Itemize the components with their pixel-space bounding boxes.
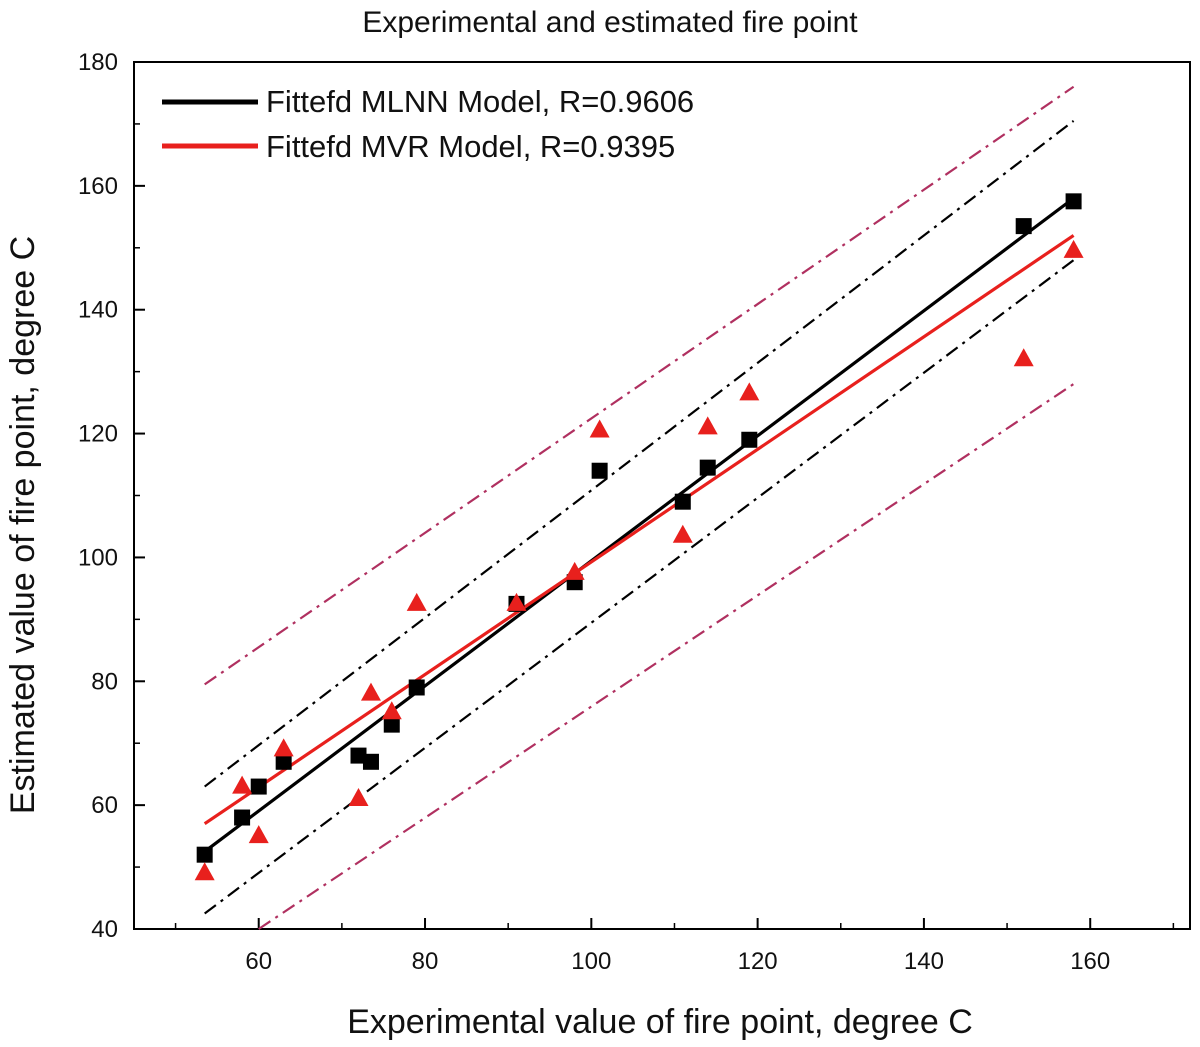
y-tick-label: 60 <box>91 792 118 819</box>
y-tick-label: 140 <box>78 297 118 324</box>
square-point <box>699 459 716 476</box>
bound-line-1 <box>204 259 1075 915</box>
square-point <box>250 778 267 795</box>
legend-label-mlnn: Fittefd MLNN Model, R=0.9606 <box>266 84 694 119</box>
x-tick-label: 160 <box>1070 948 1110 975</box>
triangle-point <box>248 825 269 844</box>
legend: Fittefd MLNN Model, R=0.9606 Fittefd MVR… <box>162 84 694 164</box>
triangle-point <box>1013 348 1034 367</box>
x-tick-label: 120 <box>738 948 778 975</box>
square-point <box>350 747 367 764</box>
confidence-bound-lines <box>204 85 1075 930</box>
triangle-point <box>360 682 381 701</box>
chart-title: Experimental and estimated fire point <box>362 6 858 39</box>
plot-frame <box>133 61 1191 930</box>
y-tick-label: 40 <box>91 916 118 943</box>
y-tick-label: 100 <box>78 544 118 571</box>
triangle-point <box>406 592 427 611</box>
legend-label-mvr: Fittefd MVR Model, R=0.9395 <box>266 129 675 164</box>
y-tick-label: 120 <box>78 421 118 448</box>
square-point <box>741 431 758 448</box>
triangle-point <box>589 419 610 438</box>
triangle-point <box>739 382 760 401</box>
fitted-lines <box>203 196 1075 853</box>
x-tick-label: 140 <box>904 948 944 975</box>
square-point <box>275 753 292 770</box>
square-point <box>383 716 400 733</box>
square-point <box>1065 193 1082 210</box>
y-tick-label: 80 <box>91 668 118 695</box>
y-axis-label: Estimated value of fire point, degree C <box>4 236 42 814</box>
bound-line-3 <box>258 383 1075 930</box>
fit-line-mvr <box>203 234 1075 826</box>
fit-line-mlnn <box>203 196 1075 853</box>
square-point <box>196 846 213 863</box>
data-points <box>194 193 1084 881</box>
square-point <box>362 753 379 770</box>
triangle-point <box>381 701 402 720</box>
square-point <box>234 809 251 826</box>
x-axis-label: Experimental value of fire point, degree… <box>347 1003 973 1041</box>
triangle-point <box>273 738 294 757</box>
triangle-point <box>564 561 585 580</box>
triangle-point <box>194 862 215 881</box>
triangle-point <box>1063 239 1084 258</box>
bound-line-2 <box>204 85 1075 686</box>
square-point <box>674 493 691 510</box>
triangle-point <box>697 416 718 435</box>
square-point <box>408 679 425 696</box>
y-tick-label: 160 <box>78 173 118 200</box>
triangle-point <box>348 787 369 806</box>
square-point <box>1015 218 1032 235</box>
x-tick-label: 80 <box>412 948 439 975</box>
triangle-point <box>672 524 693 543</box>
bound-line-0 <box>204 119 1075 788</box>
square-point <box>591 462 608 479</box>
x-tick-label: 100 <box>571 948 611 975</box>
triangle-point <box>232 775 253 794</box>
triangle-point <box>506 592 527 611</box>
x-tick-label: 60 <box>245 948 272 975</box>
y-tick-label: 180 <box>78 49 118 76</box>
axis-ticks: 60 80 100 120 140 160 40 60 80 100 120 140 160 180 <box>78 49 1175 975</box>
